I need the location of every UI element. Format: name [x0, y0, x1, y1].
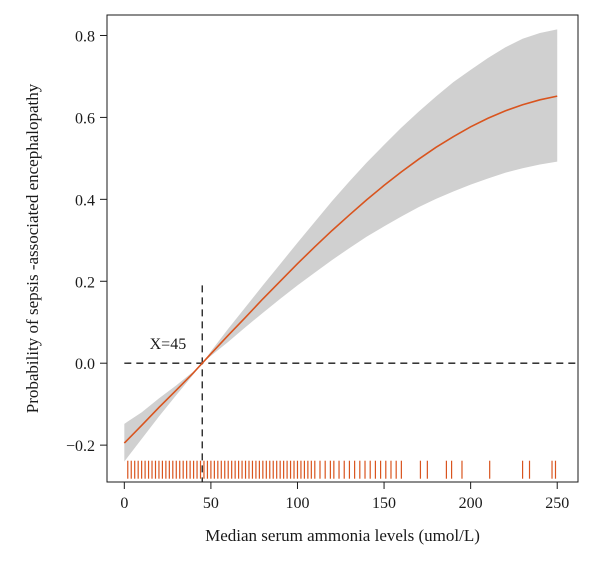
x-axis-title: Median serum ammonia levels (umol/L)	[205, 526, 480, 545]
x-tick-label: 50	[203, 495, 219, 512]
x-axis: 0 50 100 150 200 250	[120, 482, 569, 512]
x-tick-label: 250	[545, 495, 569, 512]
y-tick-label: 0.2	[75, 274, 95, 291]
confidence-band	[124, 29, 558, 462]
y-axis-title: Probability of sepsis -associated enceph…	[23, 83, 42, 413]
x-tick-label: 0	[120, 495, 128, 512]
y-tick-label: 0.0	[75, 356, 95, 373]
rug-layer	[127, 460, 557, 479]
y-tick-label: 0.4	[75, 192, 95, 209]
y-tick-label: −0.2	[66, 438, 95, 455]
annotation-label: X=45	[150, 336, 187, 353]
y-tick-label: 0.6	[75, 110, 95, 127]
x-tick-label: 100	[285, 495, 309, 512]
confidence-band-layer	[124, 29, 558, 462]
x-tick-label: 200	[459, 495, 483, 512]
plot-frame	[106, 14, 579, 483]
y-tick-label: 0.8	[75, 28, 95, 45]
x-tick-label: 150	[372, 495, 396, 512]
series-line	[123, 95, 558, 444]
series-line-layer	[123, 95, 558, 444]
y-axis: −0.2 0.0 0.2 0.4 0.6 0.8	[66, 28, 107, 455]
reference-lines-layer	[124, 285, 578, 482]
